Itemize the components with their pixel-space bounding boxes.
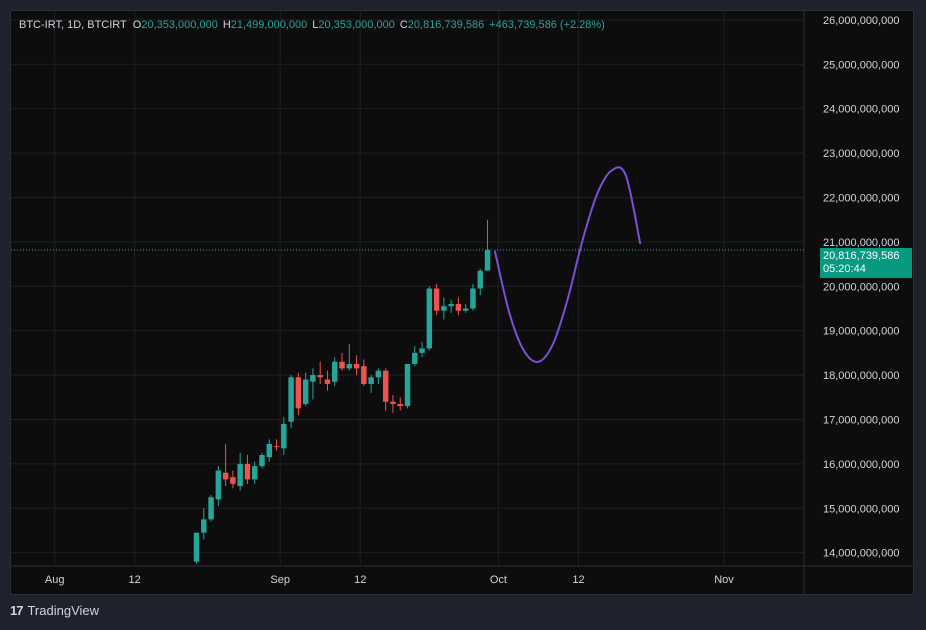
candle-body[interactable] bbox=[361, 366, 367, 384]
symbol-legend: BTC-IRT, 1D, BTCIRT O 20,353,000,000 H 21,… bbox=[19, 19, 610, 31]
y-tick-label: 14,000,000,000 bbox=[823, 548, 899, 560]
candle-body[interactable] bbox=[281, 423, 287, 449]
candle-body[interactable] bbox=[332, 361, 338, 382]
candle-body[interactable] bbox=[484, 250, 491, 271]
candle-body[interactable] bbox=[433, 288, 440, 311]
symbol-title[interactable]: BTC-IRT, 1D, BTCIRT bbox=[19, 19, 127, 31]
candle-body[interactable] bbox=[404, 363, 411, 407]
candle-body[interactable] bbox=[237, 463, 243, 487]
bar-countdown: 05:20:44 bbox=[823, 263, 866, 275]
candle-body[interactable] bbox=[201, 519, 207, 533]
y-tick-label: 20,000,000,000 bbox=[823, 281, 899, 293]
candle-body[interactable] bbox=[244, 463, 251, 480]
close-value: 20,816,739,586 bbox=[407, 19, 485, 31]
candle-body[interactable] bbox=[397, 403, 403, 407]
candle-body[interactable] bbox=[477, 270, 483, 289]
candle-body[interactable] bbox=[324, 379, 331, 384]
x-tick-label: 12 bbox=[354, 574, 366, 586]
low-value: 20,353,000,000 bbox=[318, 19, 395, 31]
y-tick-label: 21,000,000,000 bbox=[823, 237, 899, 249]
candle-body[interactable] bbox=[251, 466, 258, 480]
brand-name[interactable]: TradingView bbox=[27, 603, 100, 618]
y-tick-label: 16,000,000,000 bbox=[823, 459, 899, 471]
candle-body[interactable] bbox=[375, 370, 382, 378]
last-price-label: 20,816,739,586 05:20:44 bbox=[820, 248, 912, 278]
candle-body[interactable] bbox=[215, 470, 222, 500]
candle-body[interactable] bbox=[273, 446, 280, 448]
y-tick-label: 22,000,000,000 bbox=[823, 192, 899, 204]
candle-body[interactable] bbox=[368, 377, 374, 384]
y-tick-label: 15,000,000,000 bbox=[823, 503, 899, 515]
projection-curve[interactable] bbox=[493, 166, 642, 363]
tradingview-logo-icon[interactable]: 17 bbox=[10, 603, 24, 618]
candle-body[interactable] bbox=[382, 370, 389, 402]
change-value: +463,739,586 (+2.28%) bbox=[489, 19, 605, 31]
candle-body[interactable] bbox=[302, 379, 309, 404]
x-tick-label: Sep bbox=[270, 574, 290, 586]
candle-body[interactable] bbox=[419, 348, 425, 353]
candle-body[interactable] bbox=[412, 352, 418, 364]
x-tick-label: 12 bbox=[572, 574, 584, 586]
candle-body[interactable] bbox=[346, 363, 353, 369]
y-tick-label: 19,000,000,000 bbox=[823, 326, 899, 338]
open-label: O bbox=[132, 19, 142, 31]
candle-body[interactable] bbox=[222, 472, 229, 480]
candle-body[interactable] bbox=[339, 361, 345, 369]
y-tick-label: 23,000,000,000 bbox=[823, 148, 899, 160]
x-tick-label: Oct bbox=[490, 574, 507, 586]
low-label: L bbox=[312, 19, 319, 31]
candle-body[interactable] bbox=[441, 306, 447, 311]
open-value: 20,353,000,000 bbox=[141, 19, 218, 31]
candle-body[interactable] bbox=[353, 363, 360, 369]
candle-body[interactable] bbox=[295, 377, 302, 409]
close-label: C bbox=[399, 19, 408, 31]
y-tick-label: 18,000,000,000 bbox=[823, 370, 899, 382]
candle-body[interactable] bbox=[266, 443, 272, 458]
candle-body[interactable] bbox=[470, 288, 476, 309]
y-tick-label: 24,000,000,000 bbox=[823, 104, 899, 116]
chart-panel[interactable]: 14,000,000,000 15,000,000,000 16,000,000,0… bbox=[10, 10, 914, 595]
y-tick-label: 17,000,000,000 bbox=[823, 414, 899, 426]
y-tick-label: 25,000,000,000 bbox=[823, 59, 899, 71]
last-price-value: 20,816,739,586 bbox=[823, 250, 900, 262]
candle-body[interactable] bbox=[448, 304, 454, 307]
candle-body[interactable] bbox=[390, 401, 396, 404]
candle-body[interactable] bbox=[317, 375, 323, 378]
x-tick-label: 12 bbox=[129, 574, 141, 586]
candle-body[interactable] bbox=[426, 288, 433, 349]
candle-body[interactable] bbox=[259, 455, 265, 467]
candlestick-chart[interactable]: 14,000,000,000 15,000,000,000 16,000,000,0… bbox=[11, 11, 913, 594]
x-tick-label: Nov bbox=[714, 574, 734, 586]
candle-body[interactable] bbox=[193, 532, 200, 562]
footer: 17 TradingView bbox=[10, 603, 99, 618]
y-tick-label: 26,000,000,000 bbox=[823, 15, 899, 27]
high-label: H bbox=[222, 19, 231, 31]
candle-body[interactable] bbox=[230, 477, 236, 484]
candle-body[interactable] bbox=[455, 304, 462, 311]
high-value: 21,499,000,000 bbox=[230, 19, 308, 31]
x-tick-label: Aug bbox=[45, 574, 65, 586]
candle-body[interactable] bbox=[310, 375, 316, 382]
candle-body[interactable] bbox=[462, 308, 469, 311]
candle-body[interactable] bbox=[208, 497, 214, 520]
candle-body[interactable] bbox=[288, 377, 294, 422]
